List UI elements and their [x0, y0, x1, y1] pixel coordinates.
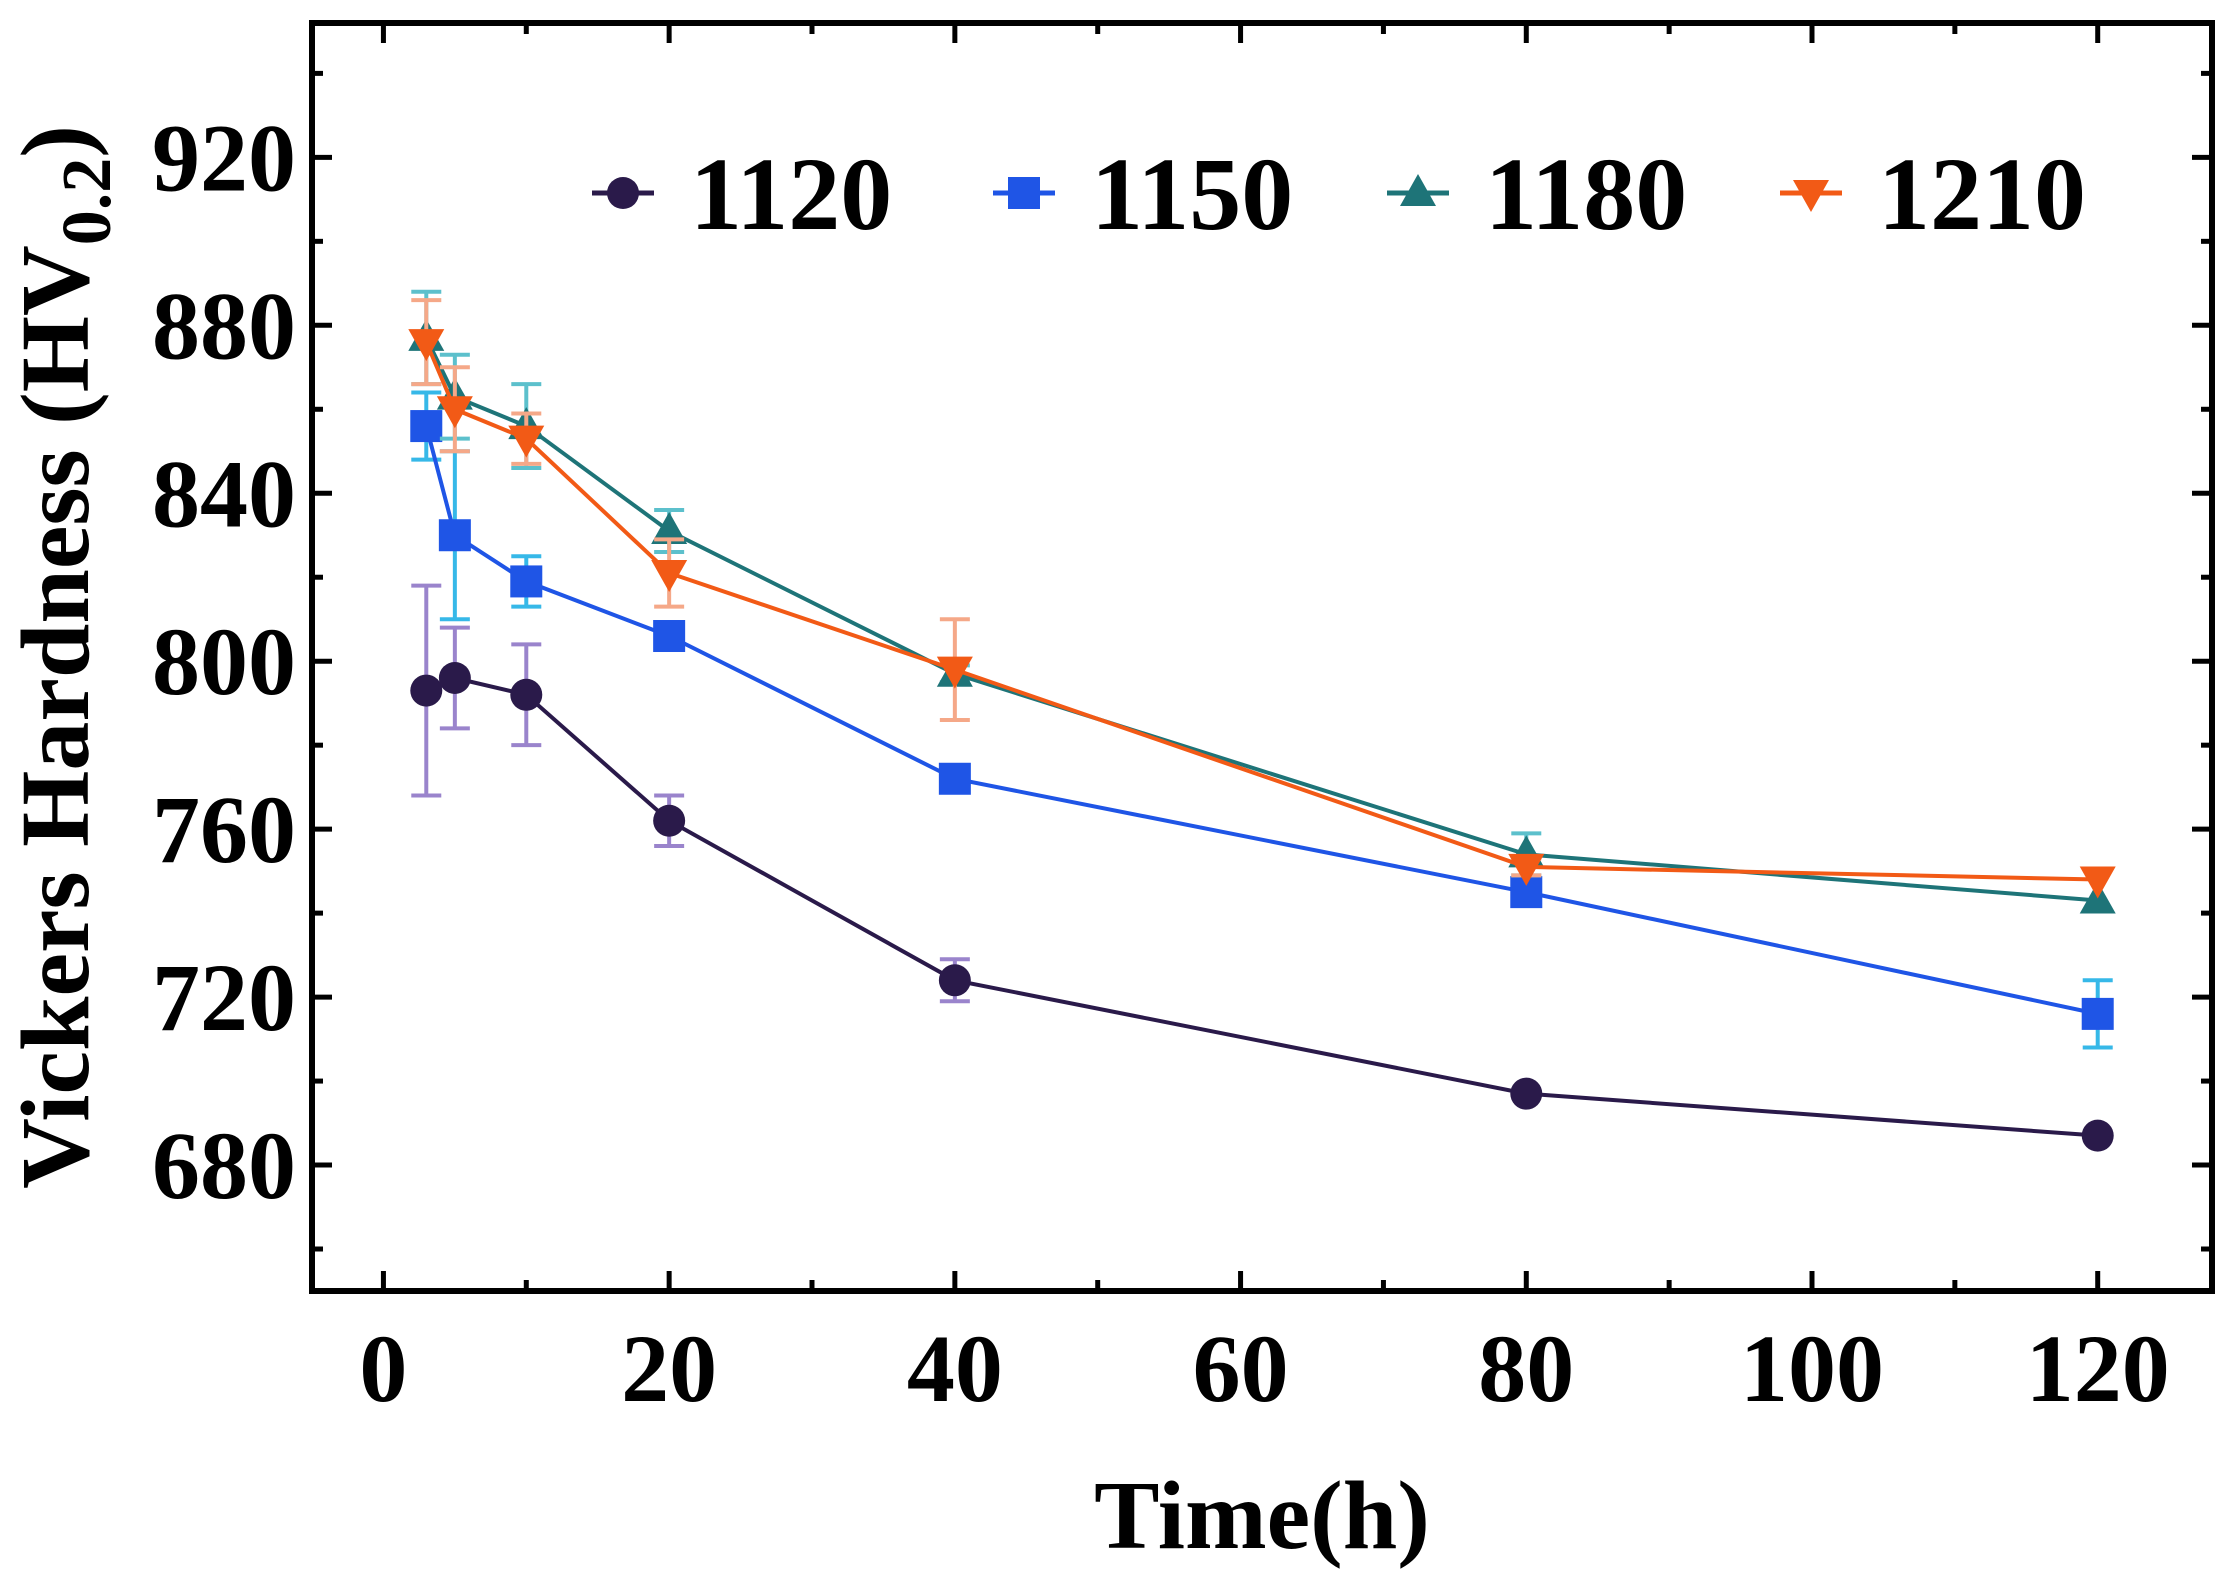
data-point-1120: [1510, 1077, 1543, 1110]
y-tick-labels: 680 720 760 800 840 880 920: [152, 104, 296, 1219]
data-point-1150: [938, 762, 971, 795]
y-axis-title-main: Vickers Hardness (HV: [2, 245, 110, 1189]
legend-marker-1120: [607, 177, 639, 209]
data-point-1150: [438, 519, 471, 552]
y-tick-label: 840: [152, 440, 296, 547]
legend: 1120 1150 1180 1210: [592, 137, 2086, 252]
series-line-1210: [424, 341, 2098, 882]
x-tick-label: 60: [1193, 1315, 1289, 1422]
x-tick-label: 20: [621, 1315, 717, 1422]
data-point-1120: [410, 674, 443, 707]
legend-label-1120: 1120: [690, 137, 892, 252]
x-tick-label: 120: [2026, 1315, 2170, 1422]
data-point-1120: [938, 964, 971, 997]
y-tick-label: 680: [152, 1112, 296, 1219]
legend-marker-1180: [1400, 174, 1436, 206]
plot-frame: [309, 20, 2215, 1294]
legend-label-1180: 1180: [1485, 137, 1687, 252]
data-point-1210: [651, 560, 688, 593]
data-point-1210: [1508, 853, 1545, 886]
data-point-1210: [408, 329, 445, 362]
y-axis-title-close: ): [2, 125, 110, 158]
data-point-1120: [510, 678, 543, 711]
x-tick-label: 40: [907, 1315, 1003, 1422]
legend-label-1150: 1150: [1091, 137, 1293, 252]
series-layer: [408, 289, 2116, 1152]
axis-ticks: [312, 23, 2212, 1291]
series-1150: [410, 390, 2114, 1050]
series-1120: [410, 583, 2114, 1152]
x-tick-label: 0: [359, 1315, 407, 1422]
data-point-1210: [436, 396, 473, 429]
data-point-1150: [2081, 997, 2114, 1030]
series-1210: [408, 298, 2116, 899]
y-tick-label: 720: [152, 944, 296, 1051]
data-point-1150: [510, 565, 543, 598]
data-point-1150: [653, 620, 686, 653]
data-point-1150: [410, 410, 443, 443]
y-axis-title-subscript: 0.2: [49, 158, 126, 246]
y-tick-label: 920: [152, 104, 296, 211]
legend-marker-1210: [1793, 180, 1829, 212]
legend-label-1210: 1210: [1878, 137, 2086, 252]
x-tick-labels: 0 20 40 60 80 100 120: [359, 1315, 2169, 1422]
y-axis-title: Vickers Hardness (HV0.2): [2, 125, 126, 1189]
x-tick-label: 100: [1740, 1315, 1884, 1422]
data-point-1210: [2079, 866, 2116, 899]
y-tick-label: 880: [152, 272, 296, 379]
data-point-1120: [2081, 1119, 2114, 1152]
series-line-1120: [425, 675, 2098, 1138]
data-point-1210: [508, 425, 545, 458]
data-point-1180: [651, 512, 688, 545]
x-tick-label: 80: [1478, 1315, 1574, 1422]
data-point-1210: [936, 656, 973, 689]
y-tick-label: 760: [152, 776, 296, 883]
y-tick-label: 800: [152, 608, 296, 715]
data-point-1120: [653, 804, 686, 837]
data-point-1120: [438, 661, 471, 694]
legend-marker-1150: [1008, 177, 1040, 209]
x-axis-title: Time(h): [1094, 1462, 1430, 1570]
series-line-1150: [424, 425, 2099, 1016]
